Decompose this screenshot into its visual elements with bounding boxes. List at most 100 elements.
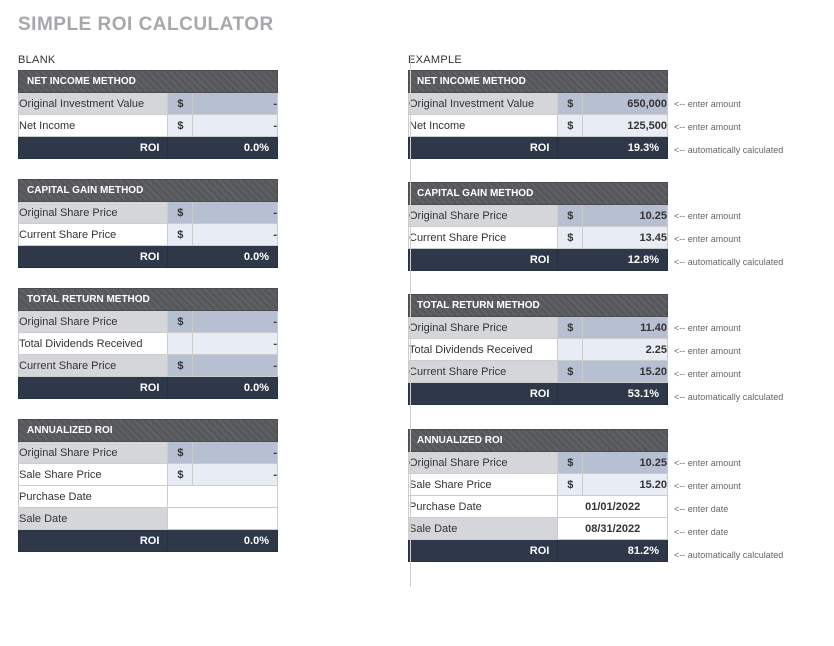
value-cell[interactable]: -	[193, 464, 278, 486]
currency-symbol: $	[558, 205, 583, 227]
hint-text: <-- enter amount	[674, 452, 783, 475]
blank-capital-gain-table: CAPITAL GAIN METHOD Original Share Price…	[18, 179, 278, 268]
hint-text: <-- enter amount	[674, 475, 783, 498]
value-cell[interactable]: 01/01/2022	[558, 496, 668, 518]
value-cell[interactable]: -	[193, 93, 278, 115]
value-cell[interactable]: -	[193, 333, 278, 355]
value-cell[interactable]: 10.25	[583, 452, 668, 474]
section-header: ANNUALIZED ROI	[409, 430, 668, 452]
roi-label: ROI	[409, 540, 558, 562]
row-label: Current Share Price	[19, 355, 168, 377]
hint-text: <-- automatically calculated	[674, 139, 783, 162]
column-blank: BLANK NET INCOME METHOD Original Investm…	[18, 54, 408, 587]
blank-capital-gain-block: CAPITAL GAIN METHOD Original Share Price…	[18, 179, 408, 268]
example-annualized-table: ANNUALIZED ROI Original Share Price $ 10…	[408, 429, 668, 562]
section-header: NET INCOME METHOD	[409, 71, 668, 93]
blank-net-income-table: NET INCOME METHOD Original Investment Va…	[18, 70, 278, 159]
hint-text: <-- automatically calculated	[674, 251, 783, 274]
row-label: Net Income	[19, 115, 168, 137]
example-total-return-table: TOTAL RETURN METHOD Original Share Price…	[408, 294, 668, 405]
blank-annualized-table: ANNUALIZED ROI Original Share Price $ - …	[18, 419, 278, 552]
roi-label: ROI	[19, 137, 168, 159]
row-label: Total Dividends Received	[19, 333, 168, 355]
row-label: Sale Date	[409, 518, 558, 540]
value-cell[interactable]: 2.25	[583, 339, 668, 361]
row-label: Purchase Date	[409, 496, 558, 518]
row-label: Original Share Price	[19, 311, 168, 333]
currency-symbol: $	[168, 93, 193, 115]
value-cell[interactable]: 13.45	[583, 227, 668, 249]
value-cell[interactable]: 08/31/2022	[558, 518, 668, 540]
page-title: SIMPLE ROI CALCULATOR	[18, 14, 816, 36]
hint-text: <-- enter date	[674, 498, 783, 521]
value-cell[interactable]: 650,000	[583, 93, 668, 115]
roi-value: 0.0%	[168, 246, 278, 268]
row-label: Sale Share Price	[19, 464, 168, 486]
currency-symbol: $	[558, 115, 583, 137]
row-label: Current Share Price	[19, 224, 168, 246]
hints-total-return: <-- enter amount <-- enter amount <-- en…	[674, 294, 783, 409]
blank-column-header: BLANK	[18, 54, 408, 66]
hint-text: <-- automatically calculated	[674, 386, 783, 409]
roi-value: 19.3%	[558, 137, 668, 159]
column-example: EXAMPLE NET INCOME METHOD Original Inves…	[408, 54, 813, 587]
row-label: Original Investment Value	[19, 93, 168, 115]
currency-symbol: $	[558, 317, 583, 339]
currency-symbol: $	[168, 442, 193, 464]
value-cell[interactable]	[168, 508, 278, 530]
value-cell[interactable]: -	[193, 202, 278, 224]
value-cell[interactable]: 125,500	[583, 115, 668, 137]
row-label: Purchase Date	[19, 486, 168, 508]
value-cell[interactable]: -	[193, 442, 278, 464]
section-header: TOTAL RETURN METHOD	[409, 295, 668, 317]
example-total-return-block: TOTAL RETURN METHOD Original Share Price…	[408, 294, 813, 409]
roi-value: 0.0%	[168, 530, 278, 552]
row-label: Original Share Price	[409, 205, 558, 227]
blank-net-income-block: NET INCOME METHOD Original Investment Va…	[18, 70, 408, 159]
value-cell[interactable]: 10.25	[583, 205, 668, 227]
currency-symbol: $	[168, 355, 193, 377]
row-label: Original Share Price	[409, 317, 558, 339]
example-annualized-block: ANNUALIZED ROI Original Share Price $ 10…	[408, 429, 813, 567]
roi-label: ROI	[409, 249, 558, 271]
roi-value: 53.1%	[558, 383, 668, 405]
example-column-header: EXAMPLE	[408, 54, 813, 66]
row-label: Net Income	[409, 115, 558, 137]
value-cell[interactable]: -	[193, 355, 278, 377]
roi-value: 0.0%	[168, 377, 278, 399]
row-label: Sale Date	[19, 508, 168, 530]
value-cell[interactable]	[168, 486, 278, 508]
row-label: Original Share Price	[19, 202, 168, 224]
row-label: Original Share Price	[19, 442, 168, 464]
currency-symbol: $	[168, 115, 193, 137]
row-label: Sale Share Price	[409, 474, 558, 496]
currency-symbol: $	[168, 202, 193, 224]
blank-total-return-block: TOTAL RETURN METHOD Original Share Price…	[18, 288, 408, 399]
example-net-income-table: NET INCOME METHOD Original Investment Va…	[408, 70, 668, 159]
hints-net-income: <-- enter amount <-- enter amount <-- au…	[674, 70, 783, 162]
currency-symbol: $	[168, 464, 193, 486]
currency-symbol: $	[558, 93, 583, 115]
row-label: Original Share Price	[409, 452, 558, 474]
section-header: ANNUALIZED ROI	[19, 420, 278, 442]
example-net-income-block: NET INCOME METHOD Original Investment Va…	[408, 70, 813, 162]
columns-container: BLANK NET INCOME METHOD Original Investm…	[18, 54, 816, 587]
roi-value: 81.2%	[558, 540, 668, 562]
currency-symbol: $	[168, 311, 193, 333]
hint-text: <-- enter amount	[674, 205, 783, 228]
row-label: Total Dividends Received	[409, 339, 558, 361]
currency-symbol: $	[558, 227, 583, 249]
roi-label: ROI	[19, 246, 168, 268]
value-cell[interactable]: -	[193, 115, 278, 137]
blank-total-return-table: TOTAL RETURN METHOD Original Share Price…	[18, 288, 278, 399]
value-cell[interactable]: 15.20	[583, 361, 668, 383]
currency-symbol	[168, 333, 193, 355]
section-header: NET INCOME METHOD	[19, 71, 278, 93]
value-cell[interactable]: 11.40	[583, 317, 668, 339]
roi-label: ROI	[409, 383, 558, 405]
value-cell[interactable]: 15.20	[583, 474, 668, 496]
value-cell[interactable]: -	[193, 311, 278, 333]
hint-text: <-- enter date	[674, 521, 783, 544]
row-label: Current Share Price	[409, 361, 558, 383]
value-cell[interactable]: -	[193, 224, 278, 246]
